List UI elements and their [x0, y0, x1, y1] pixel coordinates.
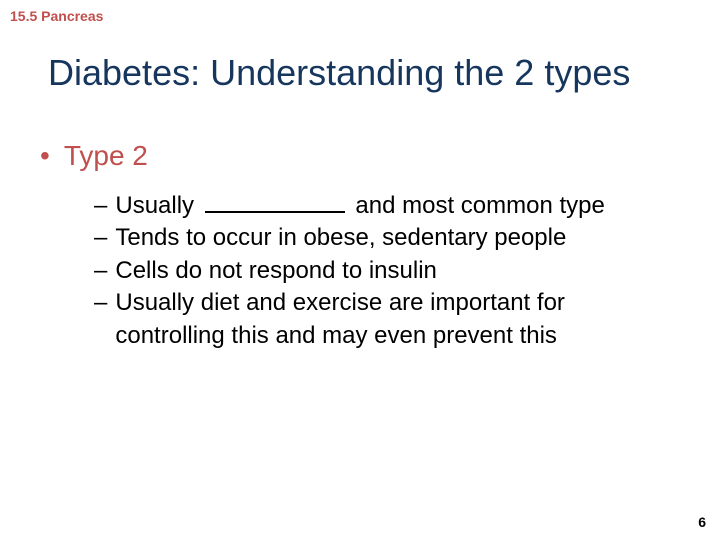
bullet-level1: • Type 2 — [40, 140, 680, 172]
dash-marker: – — [94, 255, 107, 287]
text-pre: Usually — [115, 192, 200, 219]
content-area: • Type 2 – Usually and most common type … — [40, 140, 680, 352]
bullet-text: Tends to occur in obese, sedentary peopl… — [115, 222, 680, 254]
bullet-text: Type 2 — [64, 140, 148, 172]
bullet-level2-item: – Cells do not respond to insulin — [94, 255, 680, 287]
bullet-level2-item: – Tends to occur in obese, sedentary peo… — [94, 222, 680, 254]
dash-marker: – — [94, 287, 107, 319]
bullet-marker: • — [40, 140, 50, 172]
dash-marker: – — [94, 222, 107, 254]
slide-title: Diabetes: Understanding the 2 types — [48, 52, 630, 94]
bullet-level2-item: – Usually and most common type — [94, 190, 680, 222]
bullet-text: Usually diet and exercise are important … — [115, 287, 680, 352]
bullet-text: Usually and most common type — [115, 190, 680, 222]
dash-marker: – — [94, 190, 107, 222]
page-number: 6 — [698, 514, 706, 530]
text-post: and most common type — [349, 192, 605, 219]
section-label: 15.5 Pancreas — [10, 8, 103, 24]
fill-blank — [205, 211, 345, 213]
bullet-level2-item: – Usually diet and exercise are importan… — [94, 287, 680, 352]
bullet-text: Cells do not respond to insulin — [115, 255, 680, 287]
